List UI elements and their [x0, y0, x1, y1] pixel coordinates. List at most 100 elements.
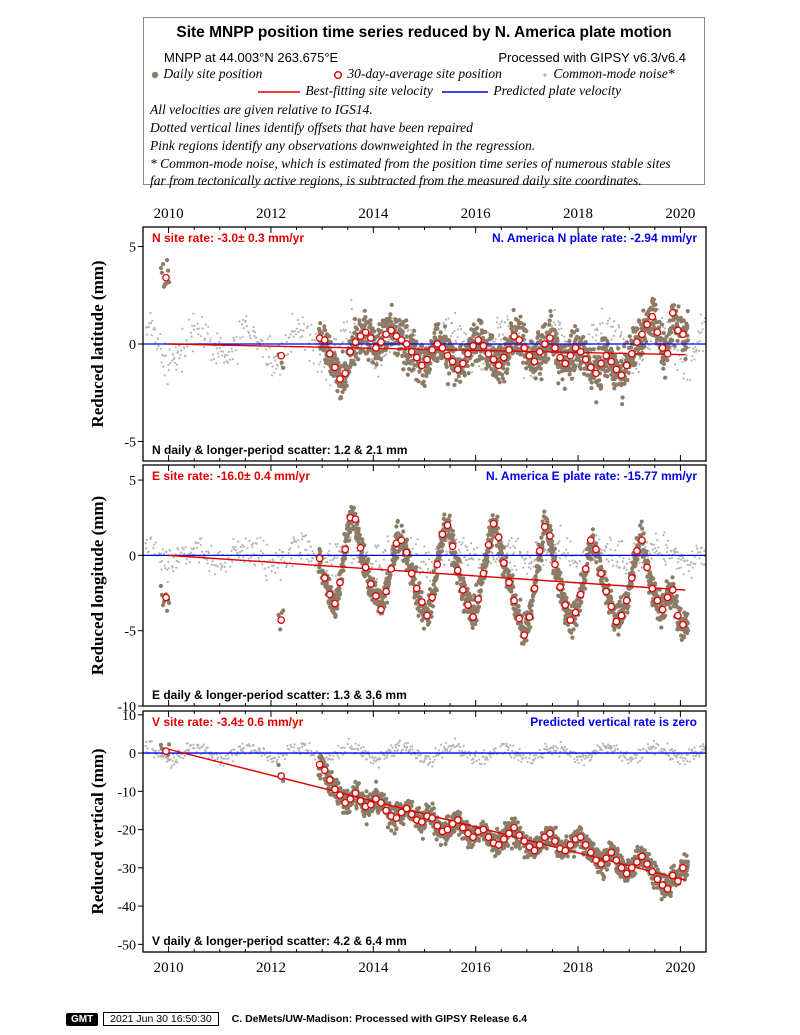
daily-position-point [530, 598, 535, 603]
common-mode-point [213, 564, 216, 567]
common-mode-point [661, 317, 664, 320]
daily-position-point [524, 329, 529, 334]
common-mode-point [312, 552, 315, 555]
common-mode-point [605, 558, 608, 561]
common-mode-point [682, 377, 685, 380]
y-axis-label: Reduced longitude (mm) [88, 496, 107, 675]
daily-position-point [509, 589, 514, 594]
common-mode-point [610, 338, 613, 341]
common-mode-point [446, 539, 449, 542]
common-mode-point [205, 550, 208, 553]
daily-position-point [513, 593, 518, 598]
common-mode-point [153, 328, 156, 331]
common-mode-point [250, 556, 253, 559]
avg30-point [627, 349, 636, 358]
common-mode-point [460, 543, 463, 546]
common-mode-point [325, 378, 328, 381]
common-mode-point [164, 354, 167, 357]
common-mode-point [185, 339, 188, 342]
avg30-point [668, 586, 677, 594]
common-mode-point [297, 545, 300, 548]
common-mode-point [245, 315, 248, 318]
common-mode-point [162, 365, 165, 368]
avg30-point [443, 521, 452, 530]
common-mode-point [559, 557, 562, 560]
common-mode-point [618, 326, 621, 329]
common-mode-point [162, 354, 166, 357]
common-mode-point [345, 337, 348, 340]
common-mode-point [612, 334, 615, 337]
common-mode-point [689, 379, 692, 382]
common-mode-point [519, 551, 522, 554]
daily-position-point [545, 519, 550, 524]
avg30-point [459, 359, 467, 368]
common-mode-point [514, 547, 517, 550]
daily-position-point [632, 362, 638, 367]
common-mode-point [685, 354, 688, 357]
avg30-point [612, 617, 621, 626]
daily-position-point [484, 563, 489, 568]
common-mode-point [650, 557, 653, 560]
common-mode-point [380, 364, 383, 367]
common-mode-point [196, 327, 199, 330]
avg30-point [494, 361, 503, 370]
daily-position-point [533, 574, 538, 579]
daily-position-point [599, 385, 604, 390]
daily-position-point [660, 592, 665, 597]
common-mode-point [522, 376, 526, 380]
common-mode-point [453, 330, 456, 333]
daily-position-point [649, 581, 654, 586]
common-mode-point [212, 358, 215, 361]
common-mode-point [267, 363, 270, 366]
daily-position-point [368, 322, 373, 327]
daily-position-point [568, 333, 574, 338]
daily-position-point [627, 334, 632, 339]
common-mode-point [328, 549, 331, 553]
common-mode-point [335, 545, 338, 548]
common-mode-point [285, 564, 288, 567]
common-mode-point [382, 551, 385, 554]
daily-position-point [646, 559, 651, 564]
common-mode-point [267, 355, 271, 358]
common-mode-point [161, 753, 164, 756]
common-mode-point [160, 568, 163, 571]
avg30-point [566, 351, 575, 360]
avg30-point [453, 365, 462, 374]
common-mode-point [197, 561, 201, 564]
chart-title: Site MNPP position time series reduced b… [176, 24, 672, 41]
common-mode-point [163, 564, 166, 567]
daily-position-point [539, 535, 544, 540]
daily-position-point [591, 347, 596, 352]
common-mode-point [223, 355, 226, 358]
common-mode-point [601, 321, 604, 324]
daily-position-point [543, 352, 548, 357]
daily-position-point [397, 318, 402, 323]
avg30-marker-icon [334, 70, 342, 79]
avg30-point [540, 340, 549, 348]
common-mode-point [701, 328, 704, 331]
avg30-point [530, 357, 539, 366]
daily-position-point [594, 541, 599, 546]
daily-position-point [526, 621, 531, 626]
avg30-point [387, 565, 396, 573]
avg30-point [443, 351, 452, 360]
common-mode-point [628, 558, 631, 561]
avg30-point [551, 560, 559, 569]
daily-position-point [414, 339, 419, 344]
avg30-point [448, 357, 457, 366]
y-tick-label: 5 [129, 241, 136, 256]
plate-rate-label: N. America N plate rate: -2.94 mm/yr [492, 231, 697, 245]
daily-position-point [609, 596, 614, 601]
common-mode-point [259, 536, 262, 539]
common-mode-point [276, 364, 279, 367]
common-mode-point [494, 337, 497, 341]
common-mode-point [682, 573, 685, 576]
common-mode-point [328, 542, 331, 545]
avg30-point [382, 587, 390, 596]
y-tick-label: -5 [124, 436, 136, 451]
daily-position-point [597, 355, 602, 360]
avg30-point [479, 342, 488, 350]
daily-position-point [624, 340, 630, 345]
daily-position-point [528, 625, 533, 630]
